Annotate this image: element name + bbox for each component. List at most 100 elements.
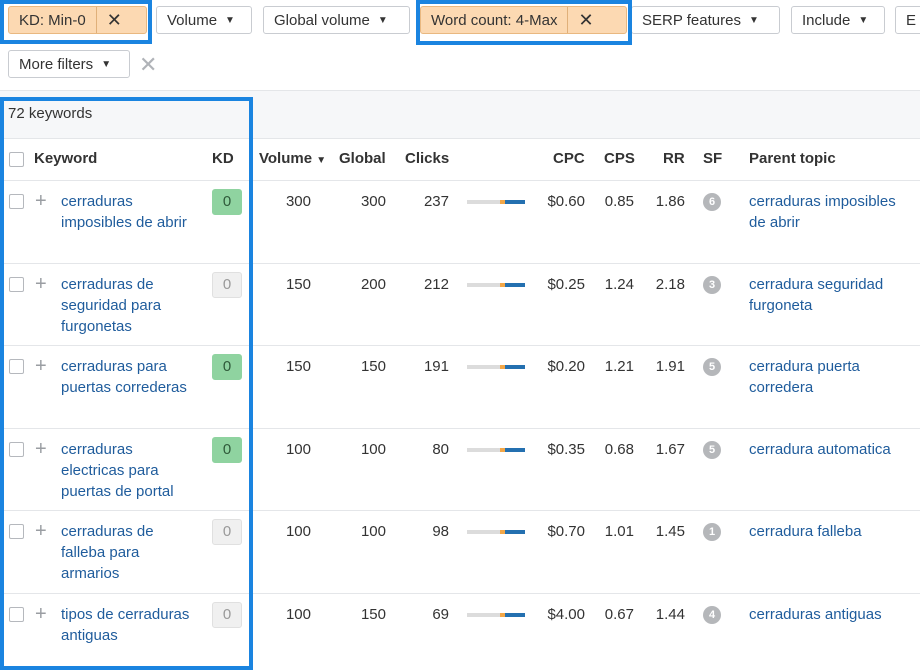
row-divider	[0, 180, 920, 181]
keyword-link[interactable]: cerraduras electricas para puertas de po…	[61, 440, 174, 500]
sf-badge: 1	[703, 523, 721, 541]
keyword-link[interactable]: cerraduras de seguridad para furgonetas	[61, 275, 162, 335]
cpc: $0.25	[547, 275, 585, 293]
kd-badge: 0	[212, 354, 242, 380]
keyword-link[interactable]: cerraduras imposibles de abrir	[61, 193, 187, 231]
expand-icon[interactable]: +	[35, 437, 47, 460]
filter-word-count[interactable]: Word count: 4-Max ✕	[420, 6, 627, 34]
parent-topic-link[interactable]: cerraduras imposibles de abrir	[749, 193, 896, 231]
parent-topic-link[interactable]: cerradura falleba	[749, 523, 862, 540]
row-checkbox[interactable]	[9, 524, 24, 539]
filter-label: Volume	[167, 11, 218, 29]
keyword-link[interactable]: cerraduras de falleba para armarios	[61, 523, 154, 582]
volume: 150	[285, 358, 311, 375]
column-header[interactable]: RR	[663, 150, 685, 167]
cpc: $0.60	[547, 193, 585, 210]
expand-icon[interactable]: +	[35, 272, 47, 295]
volume: 100	[285, 605, 311, 623]
filter-label: Word count: 4-Max	[431, 11, 558, 29]
rr: 1.45	[655, 523, 685, 540]
clear-icon[interactable]: ✕	[95, 7, 122, 33]
column-header[interactable]: KD	[212, 150, 234, 167]
expand-icon[interactable]: +	[35, 602, 47, 625]
row-checkbox[interactable]	[9, 276, 24, 292]
highlight-box	[0, 0, 152, 44]
volume: 150	[285, 275, 311, 293]
cpc: $0.35	[547, 440, 585, 458]
clicks-bar-track	[467, 200, 525, 204]
filter-global-volume[interactable]: Global volume ▼	[263, 6, 410, 34]
clicks-bar-paid	[500, 447, 505, 452]
global: 100	[360, 440, 386, 458]
highlight-box	[416, 0, 632, 45]
more-filters[interactable]: More filters ▼	[8, 50, 130, 78]
highlight-box	[0, 97, 253, 670]
clicks-bar-organic	[505, 447, 525, 452]
clear-icon[interactable]: ✕	[567, 7, 594, 33]
rr: 1.44	[655, 605, 685, 623]
rr: 1.67	[655, 440, 685, 458]
filter-include[interactable]: Include ▼	[791, 6, 885, 34]
filter-label: E	[906, 11, 917, 29]
row-divider	[0, 345, 920, 346]
column-header[interactable]: CPC	[553, 150, 585, 167]
column-header[interactable]: Clicks	[405, 150, 450, 167]
clicks-bar-track	[467, 447, 525, 452]
caret: ▼	[225, 14, 235, 26]
cps: 0.68	[604, 440, 634, 458]
filter-label: Global volume	[274, 11, 370, 29]
select-all-checkbox[interactable]	[9, 152, 24, 167]
filter-exclude[interactable]: E	[895, 6, 920, 34]
filter-kd[interactable]: KD: Min-0 ✕	[8, 6, 147, 34]
parent-topic-link[interactable]: cerraduras antiguas	[749, 605, 882, 623]
expand-icon[interactable]: +	[35, 190, 47, 212]
filter-volume[interactable]: Volume ▼	[156, 6, 252, 34]
keyword-link[interactable]: tipos de cerraduras antiguas	[61, 605, 190, 644]
column-header[interactable]: Parent topic	[749, 150, 836, 167]
column-header[interactable]: SF	[703, 150, 723, 167]
parent-topic-link[interactable]: cerradura seguridad furgoneta	[749, 275, 884, 314]
kd-badge: 0	[212, 601, 242, 628]
column-header[interactable]: Keyword	[34, 150, 98, 167]
sort-caret: ▼	[316, 155, 327, 166]
row-divider	[0, 510, 920, 511]
caret: ▼	[858, 14, 869, 26]
row-checkbox[interactable]	[9, 606, 24, 622]
clicks-bar-paid	[500, 200, 505, 204]
rr: 1.86	[655, 193, 685, 210]
cps: 1.21	[604, 358, 634, 375]
rr: 1.91	[655, 358, 685, 375]
volume: 300	[285, 193, 311, 210]
clicks-bar-track	[467, 530, 525, 534]
row-checkbox[interactable]	[9, 441, 24, 457]
clicks-bar-track	[467, 365, 525, 369]
parent-topic-link[interactable]: cerradura puerta corredera	[749, 358, 860, 396]
cpc: $0.20	[547, 358, 585, 375]
clicks: 69	[432, 605, 449, 623]
row-checkbox[interactable]	[9, 359, 24, 374]
kd-badge: 0	[212, 189, 242, 215]
column-header[interactable]: CPS	[604, 150, 635, 167]
row-checkbox[interactable]	[9, 194, 24, 209]
clicks-bar-track	[467, 282, 525, 287]
clicks-bar-paid	[500, 365, 505, 369]
filter-serp-features[interactable]: SERP features ▼	[631, 6, 780, 34]
clear-all-icon[interactable]: ✕	[139, 52, 158, 77]
column-header[interactable]: Global	[339, 150, 386, 167]
clicks: 212	[423, 275, 449, 293]
clicks: 191	[423, 358, 449, 375]
sf-badge: 3	[703, 275, 721, 294]
filter-label: KD: Min-0	[19, 11, 86, 29]
keyword-link[interactable]: cerraduras para puertas correderas	[61, 358, 187, 396]
filter-label: Include	[802, 11, 851, 29]
sf-badge: 5	[703, 358, 721, 376]
parent-topic-link[interactable]: cerradura automatica	[749, 440, 891, 458]
sf-badge: 5	[703, 440, 721, 459]
expand-icon[interactable]: +	[35, 520, 47, 542]
expand-icon[interactable]: +	[35, 355, 47, 377]
global: 150	[360, 358, 386, 375]
column-header-sorted[interactable]: Volume ▼	[259, 150, 326, 167]
clicks-bar-organic	[505, 365, 525, 369]
clicks-bar-paid	[500, 282, 505, 287]
